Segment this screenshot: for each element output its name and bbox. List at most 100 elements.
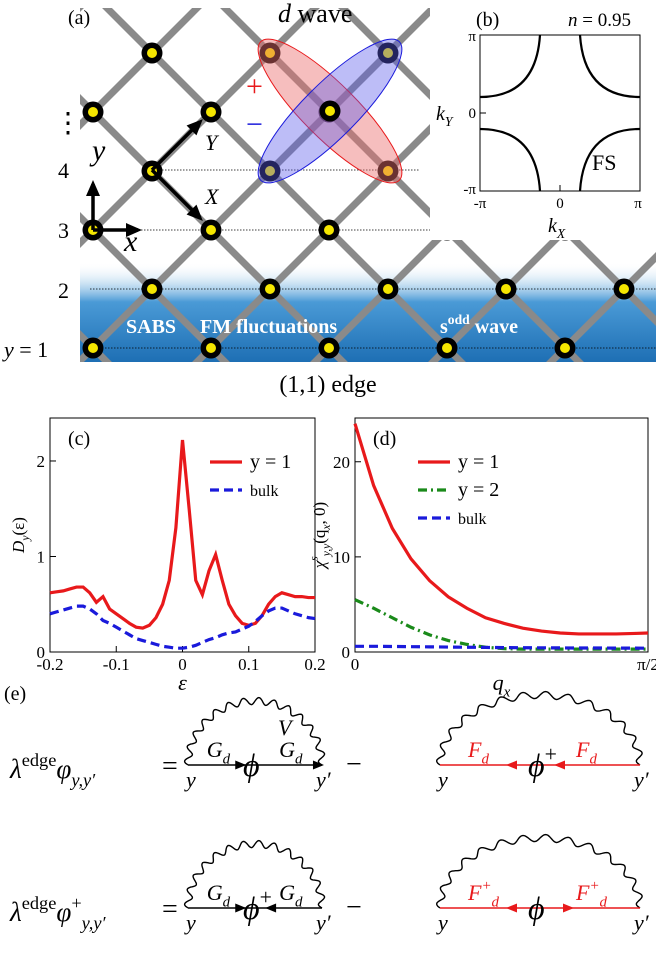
inset-title-part: = 0.95 [578, 10, 631, 31]
sign-plus: + [246, 70, 263, 103]
site-core [206, 107, 216, 117]
propagator-label: Gd [207, 880, 231, 911]
arrow-head [126, 223, 142, 237]
y-tick-label: 0 [342, 643, 351, 662]
site-core [324, 225, 334, 235]
site-core [324, 343, 334, 353]
panel-title-part: wave [291, 0, 352, 28]
x-axis-label-part: q [493, 670, 504, 695]
propagator-label-part: G [207, 880, 223, 905]
sign-minus-part: − [246, 108, 263, 141]
y-tick-label: 10 [333, 548, 350, 567]
gap-function: ϕ+ [243, 886, 272, 926]
y-tick-label: 20 [333, 453, 350, 472]
equation-lhs-part: λ [9, 897, 22, 927]
equals-sign-part: = [162, 751, 178, 782]
region-label-part: FM fluctuations [200, 316, 337, 338]
caption: (1,1) edge [279, 372, 376, 398]
site-core [265, 284, 275, 294]
x-tick-label: 0 [351, 655, 360, 674]
site-index: y′ [632, 910, 650, 935]
legend-label: y = 1 [458, 451, 499, 473]
inset-axis-label: kX [548, 215, 566, 241]
interaction-label: V [278, 715, 294, 740]
x-tick-label: 0.1 [238, 655, 259, 674]
legend-label-part: y = 1 [458, 451, 499, 473]
row-label-part: y [2, 337, 14, 362]
legend-label-part: y = 2 [458, 479, 499, 501]
region-label: FM fluctuations [200, 316, 337, 338]
x-tick-label: 0.2 [304, 655, 325, 674]
site-core [147, 48, 157, 58]
propagator-arrow [235, 903, 247, 913]
equation-lhs-part: y,y′ [80, 913, 107, 933]
equation-lhs-part: y,y′ [69, 770, 96, 790]
equals-sign: = [162, 751, 178, 782]
axis-letter-part: x [123, 225, 138, 258]
minus-sign: − [346, 749, 362, 780]
inset-tick: π [468, 29, 476, 45]
x-tick-label-part: -0.1 [103, 655, 130, 674]
panel-label: (d) [373, 428, 396, 450]
x-tick-label: -0.1 [103, 655, 130, 674]
y-axis-label-part: y,y [320, 543, 333, 557]
inset-tick: π [634, 196, 642, 212]
arrow-head [186, 204, 203, 221]
caption-part: (1,1) edge [279, 372, 376, 398]
site-core [88, 343, 98, 353]
site-core [206, 225, 216, 235]
legend-label: y = 2 [458, 479, 499, 501]
x-tick-label: -0.2 [37, 655, 64, 674]
site-index: y′ [632, 767, 650, 792]
y-tick-label-part: 10 [333, 548, 350, 567]
inset-bg [430, 4, 656, 240]
legend-label: y = 1 [250, 451, 291, 473]
equation-lhs-part: φ [56, 897, 71, 927]
row-label-part: = 1 [14, 337, 48, 362]
panel-label-part: (a) [68, 7, 90, 29]
gap-function-part: + [260, 886, 272, 910]
equals-sign-part: = [162, 894, 178, 925]
site-index-part: y [436, 910, 448, 935]
propagator-arrow [554, 760, 565, 770]
propagator-label-part: d [481, 752, 489, 768]
panel-label: (b) [476, 9, 499, 31]
fermi-surface [479, 34, 542, 99]
interaction-line [435, 833, 643, 909]
site-core [88, 107, 98, 117]
gap-function: ϕ [528, 890, 545, 926]
region-label-part: SABS [126, 316, 176, 338]
y-tick-label: 2 [37, 452, 46, 471]
site-core [147, 284, 157, 294]
region-label-part: s [440, 316, 448, 338]
propagator-label-part: G [207, 737, 223, 762]
x-tick-label-part: π/2 [637, 655, 656, 674]
region-label-part: wave [470, 316, 518, 338]
site-core [265, 48, 275, 58]
equation-lhs-part: λ [9, 754, 22, 784]
propagator-label-part: + [589, 878, 599, 894]
equation-lhs-part: edge [22, 893, 57, 913]
gap-function-part: ϕ [243, 890, 260, 926]
site-core [442, 343, 452, 353]
panel-label-part: (b) [476, 9, 499, 31]
site-core [501, 284, 511, 294]
ellipsis-part: ⋮ [54, 108, 82, 139]
site-core [206, 343, 216, 353]
y-tick-label: 0 [37, 643, 46, 662]
basis-letter: X [204, 184, 220, 209]
inset-axis-label-part: Y [445, 114, 454, 129]
y-axis-label: Dy(ε) [9, 517, 32, 554]
inset-tick: 0 [556, 196, 564, 212]
interaction-line [183, 839, 326, 909]
inset-axis-label-part: k [436, 103, 446, 125]
y-axis-label-part: D [9, 540, 28, 554]
y-axis-label-part: (ε) [9, 517, 28, 535]
site-index: y′ [314, 910, 332, 935]
bond [80, 212, 230, 362]
sign-plus-part: + [246, 70, 263, 103]
basis-letter-part: X [204, 184, 220, 209]
site-core [383, 48, 393, 58]
x-tick-label: π/2 [637, 655, 656, 674]
gap-function-part: ϕ [528, 747, 545, 783]
